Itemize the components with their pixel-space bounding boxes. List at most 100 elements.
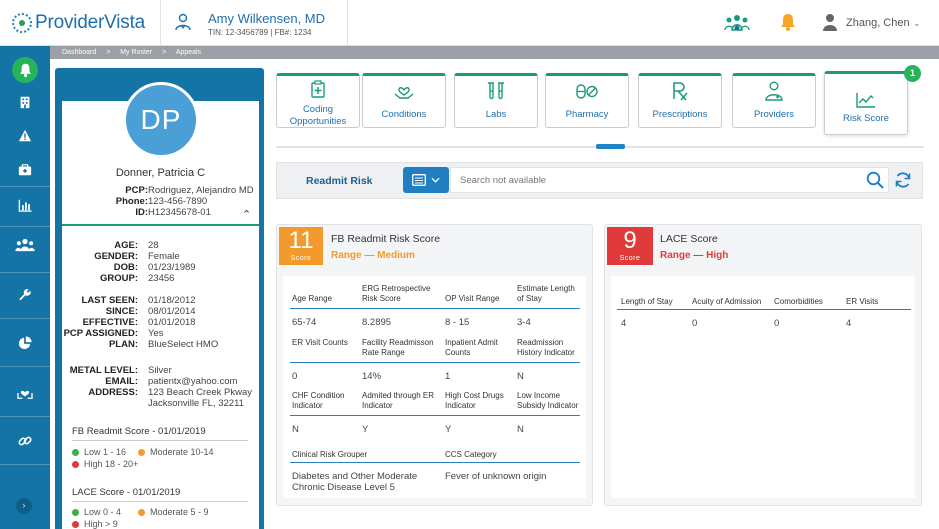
sidebar-expand-button[interactable]: › — [16, 498, 32, 514]
detail-value: 23456 — [148, 273, 175, 284]
sidebar-item-members[interactable] — [0, 228, 50, 262]
grid-divider — [290, 415, 580, 416]
sidebar-item-alerts[interactable] — [0, 53, 50, 87]
tab-prescriptions[interactable]: Prescriptions — [638, 73, 722, 128]
tab-providers[interactable]: Providers — [732, 73, 816, 128]
sidebar-item-links[interactable] — [0, 424, 50, 458]
pie-chart-icon — [18, 336, 32, 350]
grid-value: N — [292, 424, 299, 435]
sidebar-nav: › — [0, 46, 50, 529]
tab-coding-opportunities[interactable]: Coding Opportunities — [276, 73, 360, 128]
breadcrumb-my-roster[interactable]: My Roster — [120, 49, 153, 56]
refresh-icon[interactable] — [894, 171, 912, 189]
tab-label: Labs — [485, 109, 507, 120]
sidebar-item-care[interactable] — [0, 376, 50, 410]
patient-card — [62, 101, 259, 529]
breadcrumb-appeals[interactable]: Appeals — [175, 49, 202, 56]
grid-header: ER Visit Counts — [292, 338, 348, 347]
tab-labs[interactable]: Labs — [454, 73, 538, 128]
score-divider — [72, 501, 248, 502]
view-options-button[interactable] — [403, 167, 449, 193]
grid-header: Low Income Subsidy Indicator — [517, 391, 579, 410]
fb-readmit-score-title: FB Readmit Score - 01/01/2019 — [72, 426, 206, 437]
patient-avatar: DP — [123, 82, 199, 158]
sidebar-item-facilities[interactable] — [0, 85, 50, 119]
detail-value: 01/01/2018 — [148, 317, 196, 328]
sidebar-item-tools[interactable] — [0, 278, 50, 312]
chevron-down-icon[interactable]: ⌄ — [913, 18, 921, 28]
grid-header: Estimate Length of Stay — [517, 284, 575, 303]
grid-value: 14% — [362, 371, 382, 382]
sidebar-separator — [0, 464, 50, 465]
top-header: ProviderVista Amy Wilkensen, MD TIN: 12-… — [0, 0, 939, 46]
breadcrumb-dashboard[interactable]: Dashboard — [62, 49, 97, 56]
fb-score-label: Score — [290, 255, 312, 262]
fb-score-value: 11 — [288, 227, 314, 254]
sidebar-item-cases[interactable] — [0, 153, 50, 187]
wrench-icon — [19, 289, 31, 301]
legend-label: Low 0 - 4 — [84, 507, 122, 517]
provider-vista-logo[interactable]: ProviderVista — [12, 12, 145, 34]
lace-header: ER Visits — [846, 297, 879, 306]
tab-label: Risk Score — [843, 113, 889, 124]
grouper-value: Chronic Disease Level 5 — [292, 482, 395, 493]
warning-icon — [18, 129, 32, 142]
detail-label: PCP ASSIGNED: — [63, 328, 138, 339]
legend-high: High 18 - 20+ — [72, 459, 138, 469]
logo-text: ProviderVista — [35, 12, 146, 33]
id-value: H12345678-01 — [148, 207, 211, 218]
bell-icon — [12, 57, 38, 83]
detail-value: 28 — [148, 240, 159, 251]
tab-pharmacy[interactable]: Pharmacy — [545, 73, 629, 128]
tab-label: Pharmacy — [565, 109, 609, 120]
grid-header: Facility Readmisson Rate Range — [362, 338, 434, 357]
header-divider — [160, 0, 161, 46]
notification-bell-icon[interactable] — [780, 13, 796, 31]
lace-value: 0 — [774, 318, 780, 329]
chevron-up-icon[interactable]: ⌃ — [242, 209, 252, 221]
doctor-icon — [175, 13, 191, 31]
grid-value: N — [517, 371, 524, 382]
sidebar-item-reports[interactable] — [0, 188, 50, 222]
rx-icon — [673, 82, 688, 101]
tab-label: Conditions — [381, 109, 427, 120]
detail-label: EMAIL: — [105, 376, 138, 387]
ccs-value: Fever of unknown origin — [445, 471, 547, 482]
grid-header: Age Range — [292, 294, 333, 303]
detail-value: BlueSelect HMO — [148, 339, 219, 350]
user-avatar-icon[interactable] — [822, 13, 838, 31]
orange-dot-icon — [138, 508, 145, 516]
hand-heart-icon — [394, 87, 414, 99]
breadcrumb: Dashboard > My Roster > Appeals — [50, 46, 939, 59]
sidebar-item-analytics[interactable] — [0, 326, 50, 360]
team-icon[interactable] — [724, 13, 750, 33]
score-divider — [72, 440, 248, 441]
sidebar-item-warnings[interactable] — [0, 119, 50, 153]
ccs-header: CCS Category — [445, 450, 497, 459]
id-label: ID: — [135, 207, 148, 218]
fb-card-title: FB Readmit Risk Score — [331, 233, 441, 245]
pills-icon — [576, 84, 598, 99]
tab-risk-score[interactable]: Risk Score — [824, 71, 908, 135]
grid-value: Y — [362, 424, 369, 435]
phone-value: 123-456-7890 — [148, 196, 208, 207]
pcp-label: PCP: — [125, 185, 148, 196]
building-icon — [20, 96, 30, 109]
lace-score-value: 9 — [623, 227, 637, 254]
user-name[interactable]: Zhang, Chen — [846, 17, 910, 29]
grid-value: Y — [445, 424, 452, 435]
lace-header: Length of Stay — [621, 297, 673, 306]
grid-value: 3-4 — [517, 317, 531, 328]
grid-divider — [617, 309, 911, 310]
lace-header: Acuity of Admission — [692, 297, 762, 306]
detail-label: GENDER: — [94, 251, 138, 262]
chevron-down-icon — [431, 177, 440, 183]
detail-label: PLAN: — [108, 339, 138, 350]
pcp-value: Rodriguez, Alejandro MD — [148, 185, 254, 196]
search-box[interactable] — [450, 167, 889, 193]
search-icon[interactable] — [866, 171, 884, 189]
tab-conditions[interactable]: Conditions — [362, 73, 446, 128]
provider-name[interactable]: Amy Wilkensen, MD — [208, 11, 326, 26]
search-input[interactable] — [451, 168, 851, 192]
tab-scroll-thumb[interactable] — [596, 144, 625, 149]
